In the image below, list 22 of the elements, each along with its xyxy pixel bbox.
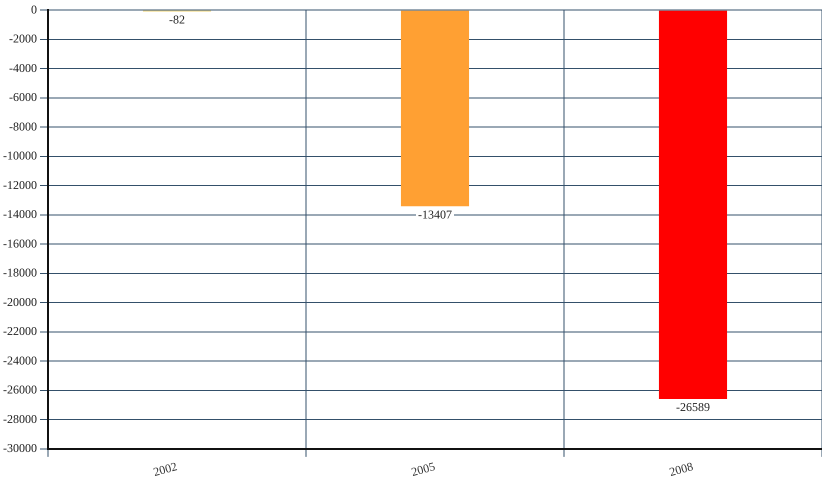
y-tick-label: -14000 bbox=[2, 207, 37, 222]
y-tick-label: -16000 bbox=[2, 236, 37, 250]
y-tick-label: -26000 bbox=[2, 382, 37, 397]
data-label: -26589 bbox=[676, 400, 710, 414]
y-tick-label: -20000 bbox=[2, 294, 37, 309]
y-tick-label: -22000 bbox=[2, 324, 37, 338]
y-tick-label: 0 bbox=[30, 2, 37, 16]
y-tick-label: -10000 bbox=[2, 148, 37, 163]
x-tick-label: 2005 bbox=[410, 459, 437, 479]
y-tick-label: -12000 bbox=[2, 178, 37, 192]
y-tick-label: -6000 bbox=[8, 90, 37, 104]
y-tick-label: -24000 bbox=[2, 353, 37, 368]
x-tick-label: 2008 bbox=[668, 459, 695, 479]
data-label: -82 bbox=[168, 12, 185, 27]
y-tick-label: -2000 bbox=[8, 32, 37, 46]
y-tick-label: -28000 bbox=[2, 412, 37, 426]
x-tick-label: 2002 bbox=[152, 459, 179, 479]
y-tick-label: -4000 bbox=[8, 60, 37, 75]
data-label: -13407 bbox=[418, 207, 452, 222]
y-tick-label: -18000 bbox=[2, 266, 37, 280]
y-tick-label: -8000 bbox=[8, 119, 37, 134]
y-tick-label: -30000 bbox=[2, 441, 37, 456]
